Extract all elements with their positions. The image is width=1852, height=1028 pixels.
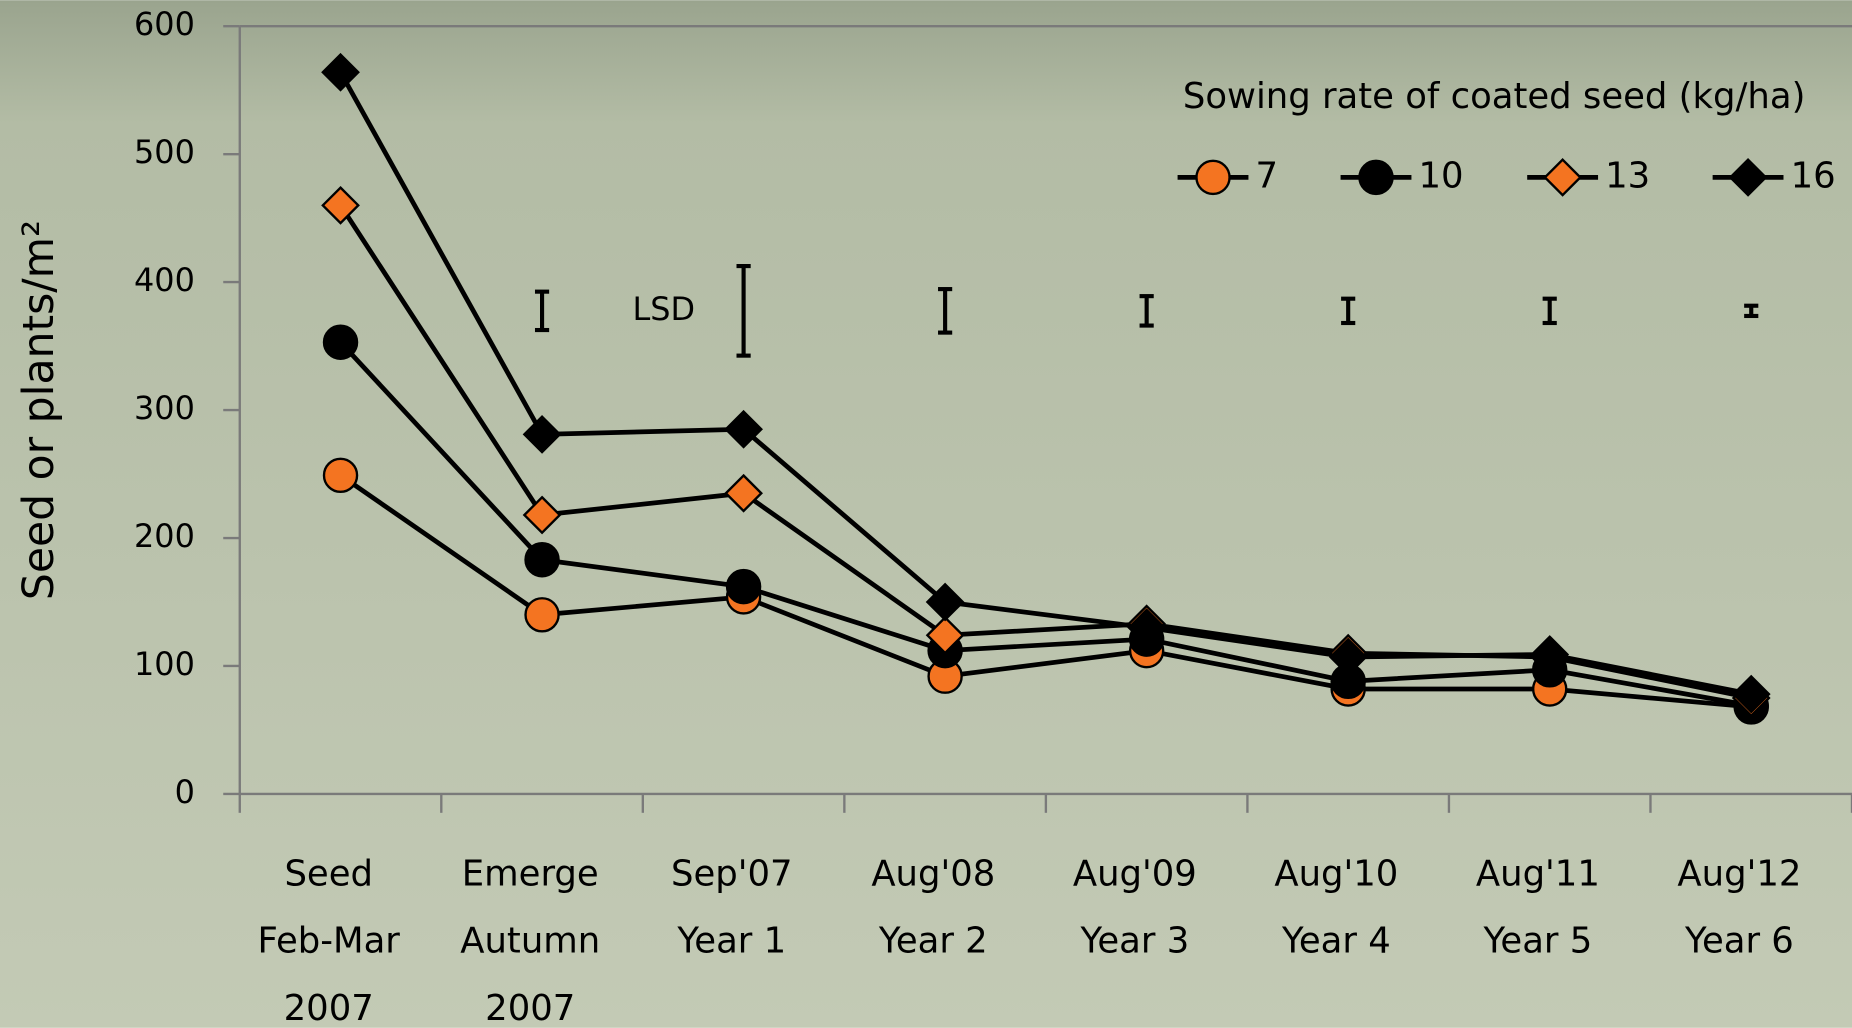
y-axis-title: Seed or plants/m² (15, 220, 64, 600)
legend-marker (1195, 159, 1231, 196)
data-point (925, 615, 965, 655)
x-tick-label: Aug'10 (1274, 853, 1398, 894)
x-tick-label: Feb-Mar (258, 921, 401, 962)
data-point (522, 414, 562, 454)
data-point (1127, 608, 1167, 647)
x-tick-label: Sep'07 (671, 853, 793, 894)
y-tick-label: 100 (134, 645, 195, 683)
x-tick-label: 2007 (284, 988, 374, 1028)
legend-label: 10 (1419, 155, 1464, 196)
x-tick-label: Year 3 (1079, 921, 1189, 962)
x-tick-label: Aug'08 (871, 853, 995, 894)
data-point (1530, 635, 1570, 674)
data-point (524, 542, 560, 578)
data-point (321, 185, 360, 225)
data-point (322, 457, 359, 494)
lsd-bar (1542, 296, 1557, 326)
data-point (725, 568, 762, 605)
x-tick-label: Year 1 (676, 921, 786, 962)
series-line (338, 340, 1752, 708)
x-tick-label: Year 4 (1281, 921, 1391, 962)
y-tick-label: 400 (134, 261, 195, 299)
data-point (925, 582, 965, 622)
data-point (524, 597, 560, 633)
data-point (1328, 637, 1368, 677)
data-point (724, 409, 763, 449)
x-tick-label: 2007 (485, 988, 575, 1028)
legend-marker (1358, 159, 1394, 196)
legend-label: 13 (1605, 155, 1650, 196)
y-tick-label: 600 (134, 5, 195, 43)
lsd-label: LSD (633, 290, 696, 328)
series-line (339, 473, 1752, 710)
lsd-bar (1744, 303, 1759, 319)
y-tick-label: 0 (175, 773, 195, 811)
series-line (338, 71, 1752, 697)
data-point (322, 324, 359, 360)
data-point (724, 473, 763, 513)
data-point (1731, 674, 1771, 714)
lsd-bar (938, 287, 953, 335)
data-point (321, 52, 360, 92)
y-tick-label: 500 (134, 133, 195, 171)
lsd-bar (534, 289, 550, 333)
x-tick-label: Aug'11 (1476, 853, 1600, 894)
legend-title: Sowing rate of coated seed (kg/ha) (1183, 76, 1806, 117)
x-tick-label: Year 6 (1684, 921, 1794, 962)
x-tick-label: Year 5 (1482, 921, 1592, 962)
lsd-bar (736, 263, 751, 358)
lsd-bar (1139, 294, 1154, 328)
x-tick-label: Aug'12 (1677, 853, 1801, 894)
y-tick-label: 300 (134, 389, 195, 427)
data-point (522, 495, 562, 535)
x-tick-label: Seed (284, 853, 373, 894)
x-tick-label: Year 2 (878, 921, 988, 962)
lsd-bar (1341, 296, 1356, 326)
legend-label: 7 (1256, 155, 1279, 196)
x-tick-label: Aug'09 (1073, 853, 1197, 894)
legend-marker (1728, 157, 1768, 197)
legend-marker (1543, 157, 1583, 197)
legend-label: 16 (1791, 155, 1836, 196)
y-tick-label: 200 (134, 517, 195, 555)
x-tick-label: Autumn (460, 921, 600, 962)
x-tick-label: Emerge (462, 853, 599, 894)
